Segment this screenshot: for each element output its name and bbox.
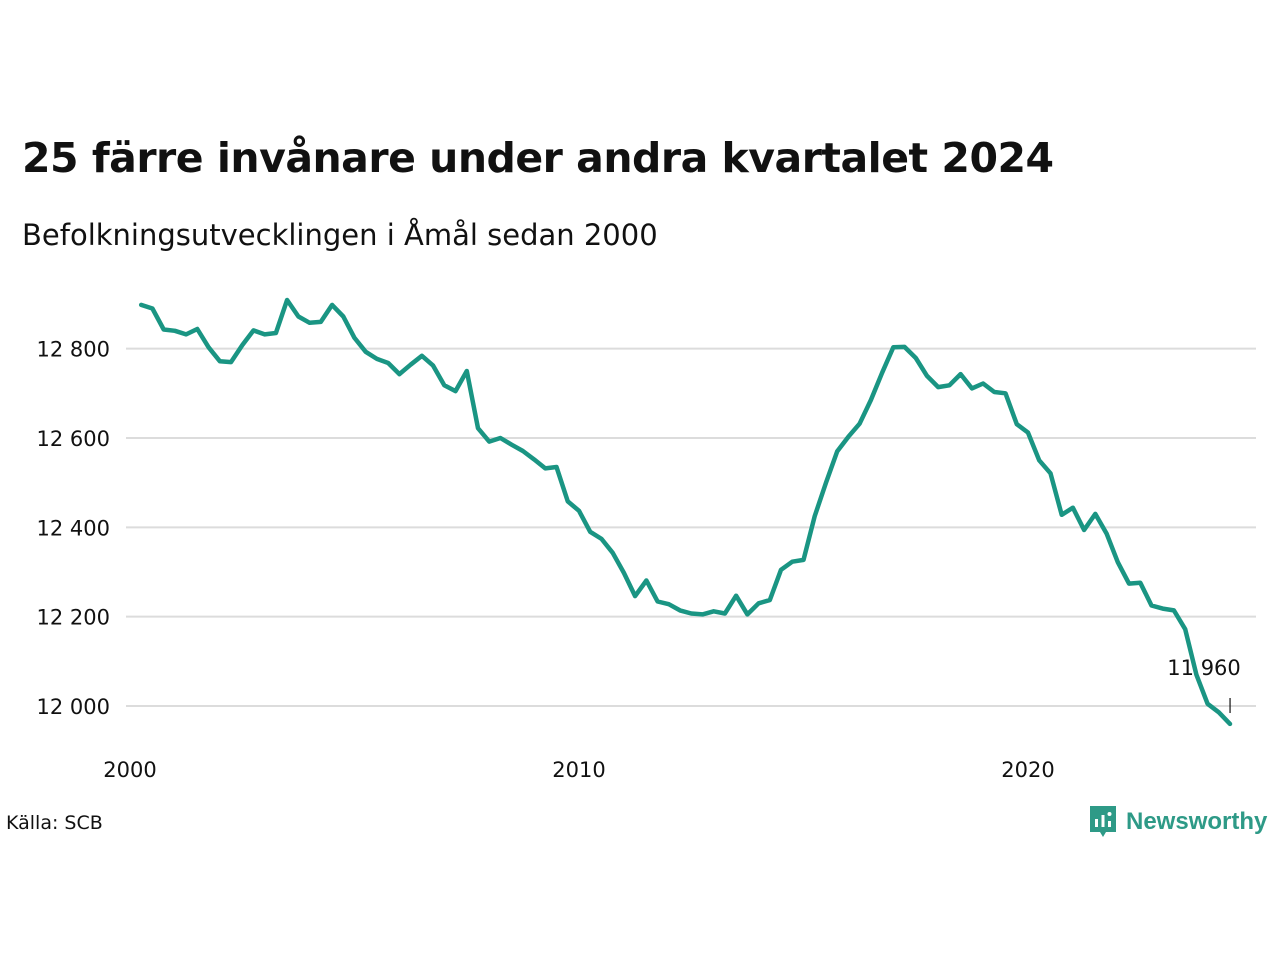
chart-title: 25 färre invånare under andra kvartalet … [22,134,1054,182]
y-tick-label: 12 800 [37,338,110,362]
source-note: Källa: SCB [6,812,103,834]
gridlines [126,347,1256,707]
y-tick-label: 12 000 [37,695,110,719]
newsworthy-logo-text: Newsworthy [1126,808,1268,835]
newsworthy-logo-icon [1090,806,1116,837]
end-value-label: 11 960 [1167,656,1240,680]
x-tick-label: 2000 [103,758,156,782]
newsworthy-logo[interactable]: Newsworthy [1088,804,1267,840]
chart-subtitle: Befolkningsutvecklingen i Åmål sedan 200… [22,218,658,252]
x-tick-label: 2010 [552,758,605,782]
y-tick-label: 12 600 [37,427,110,451]
y-tick-label: 12 200 [37,606,110,630]
population-line [138,297,1233,727]
y-tick-label: 12 400 [37,516,110,540]
x-tick-label: 2020 [1001,758,1054,782]
y-axis-labels: 12 000 12 200 12 400 12 600 12 800 [37,338,110,719]
x-axis-labels: 2000 2010 2020 [103,758,1054,782]
